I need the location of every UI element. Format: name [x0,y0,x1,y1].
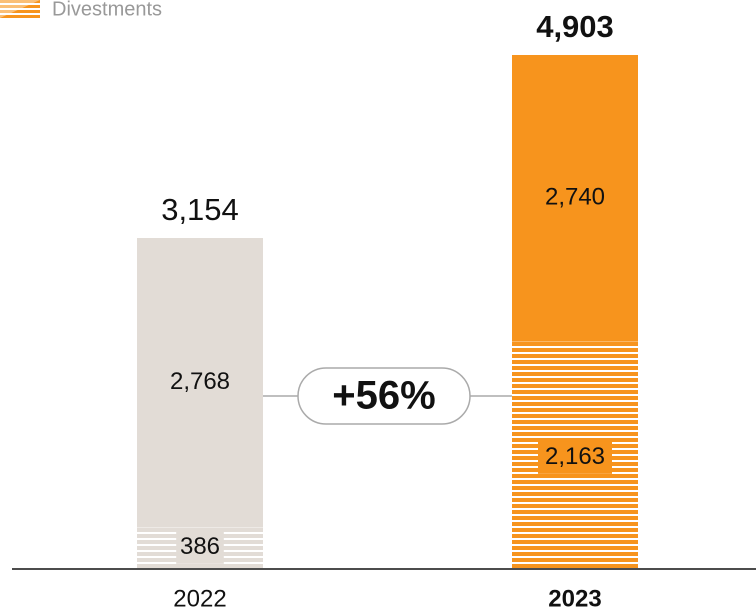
x-tick-label: 2022 [173,585,226,612]
label-bg [176,531,224,564]
annotation-pill [297,367,471,425]
bar-segment [512,55,638,342]
segment-label: 2,740 [545,184,605,211]
segment-label: 386 [180,533,220,560]
segment-label: 2,163 [545,443,605,470]
bar-segment [137,237,263,528]
label-bg [538,441,612,474]
x-tick-label: 2023 [548,585,601,612]
legend-swatch-bg [0,0,40,18]
total-label: 3,154 [161,192,239,227]
segment-label: 2,768 [170,368,230,395]
legend-label: Divestments [52,0,162,20]
annotation: +56% [332,374,435,418]
total-label: 4,903 [536,9,614,44]
